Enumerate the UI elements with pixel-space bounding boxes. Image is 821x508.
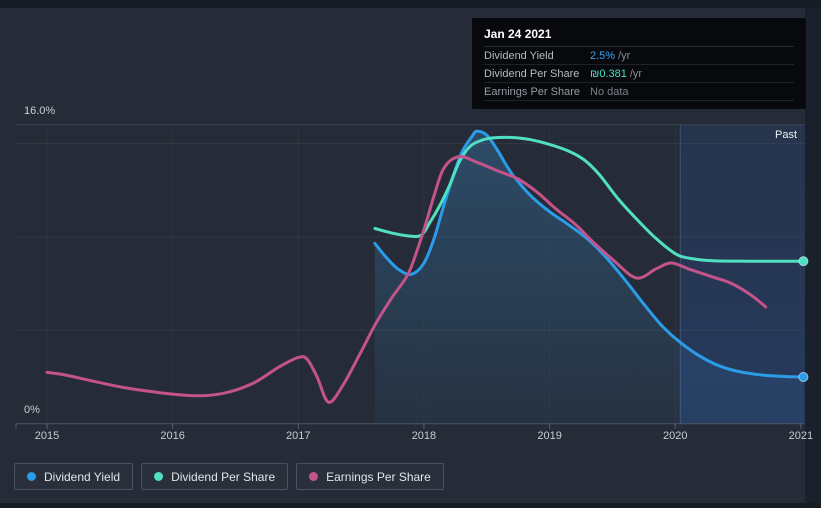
legend-label: Dividend Yield xyxy=(44,469,121,484)
card-right-edge xyxy=(805,8,821,503)
tooltip-row-dividend-per-share: Dividend Per Share ₪0.381/yr xyxy=(484,65,794,83)
x-tick-label-2020: 2020 xyxy=(663,430,688,442)
past-region-label: Past xyxy=(774,129,797,141)
legend-item-dividend-per-share[interactable]: Dividend Per Share xyxy=(141,463,289,490)
x-tick-label-2021: 2021 xyxy=(788,430,814,442)
x-tick-label-2017: 2017 xyxy=(286,430,311,442)
chart-legend: Dividend Yield Dividend Per Share Earnings… xyxy=(14,463,444,490)
legend-dot xyxy=(154,472,164,481)
tooltip-row-label: Dividend Yield xyxy=(484,49,554,62)
x-tick-label-2018: 2018 xyxy=(411,430,437,442)
tooltip-date: Jan 24 2021 xyxy=(484,22,794,47)
legend-item-earnings-per-share[interactable]: Earnings Per Share xyxy=(296,463,444,490)
tooltip-row-value: 2.5% xyxy=(590,49,616,62)
tooltip-row-unit: /yr xyxy=(618,49,631,62)
tooltip-row-earnings-per-share: Earnings Per Share No data xyxy=(484,83,794,101)
chart-tooltip: Jan 24 2021 Dividend Yield 2.5%/yr Dividen… xyxy=(472,18,806,109)
tooltip-rows: Dividend Yield 2.5%/yr Dividend Per Share ₪… xyxy=(484,47,794,101)
tooltip-row-label: Dividend Per Share xyxy=(484,67,580,80)
y-axis-min-label: 0% xyxy=(24,404,40,416)
chart-plot-area[interactable] xyxy=(16,125,805,424)
legend-item-dividend-yield[interactable]: Dividend Yield xyxy=(14,463,134,490)
legend-dot xyxy=(27,472,36,481)
tooltip-row-value: ₪0.381 xyxy=(590,67,627,80)
tooltip-row-unit: /yr xyxy=(629,67,643,80)
legend-label: Dividend Per Share xyxy=(171,469,276,484)
legend-label: Earnings Per Share xyxy=(326,469,431,484)
tooltip-row-value: No data xyxy=(590,85,629,98)
tooltip-row-dividend-yield: Dividend Yield 2.5%/yr xyxy=(484,47,794,65)
tooltip-row-label: Earnings Per Share xyxy=(484,85,580,98)
legend-dot xyxy=(309,472,319,481)
y-axis-max-label: 16.0% xyxy=(24,105,56,117)
x-tick-label-2019: 2019 xyxy=(537,430,562,442)
x-tick-label-2015: 2015 xyxy=(34,430,60,442)
x-tick-label-2016: 2016 xyxy=(160,430,185,442)
